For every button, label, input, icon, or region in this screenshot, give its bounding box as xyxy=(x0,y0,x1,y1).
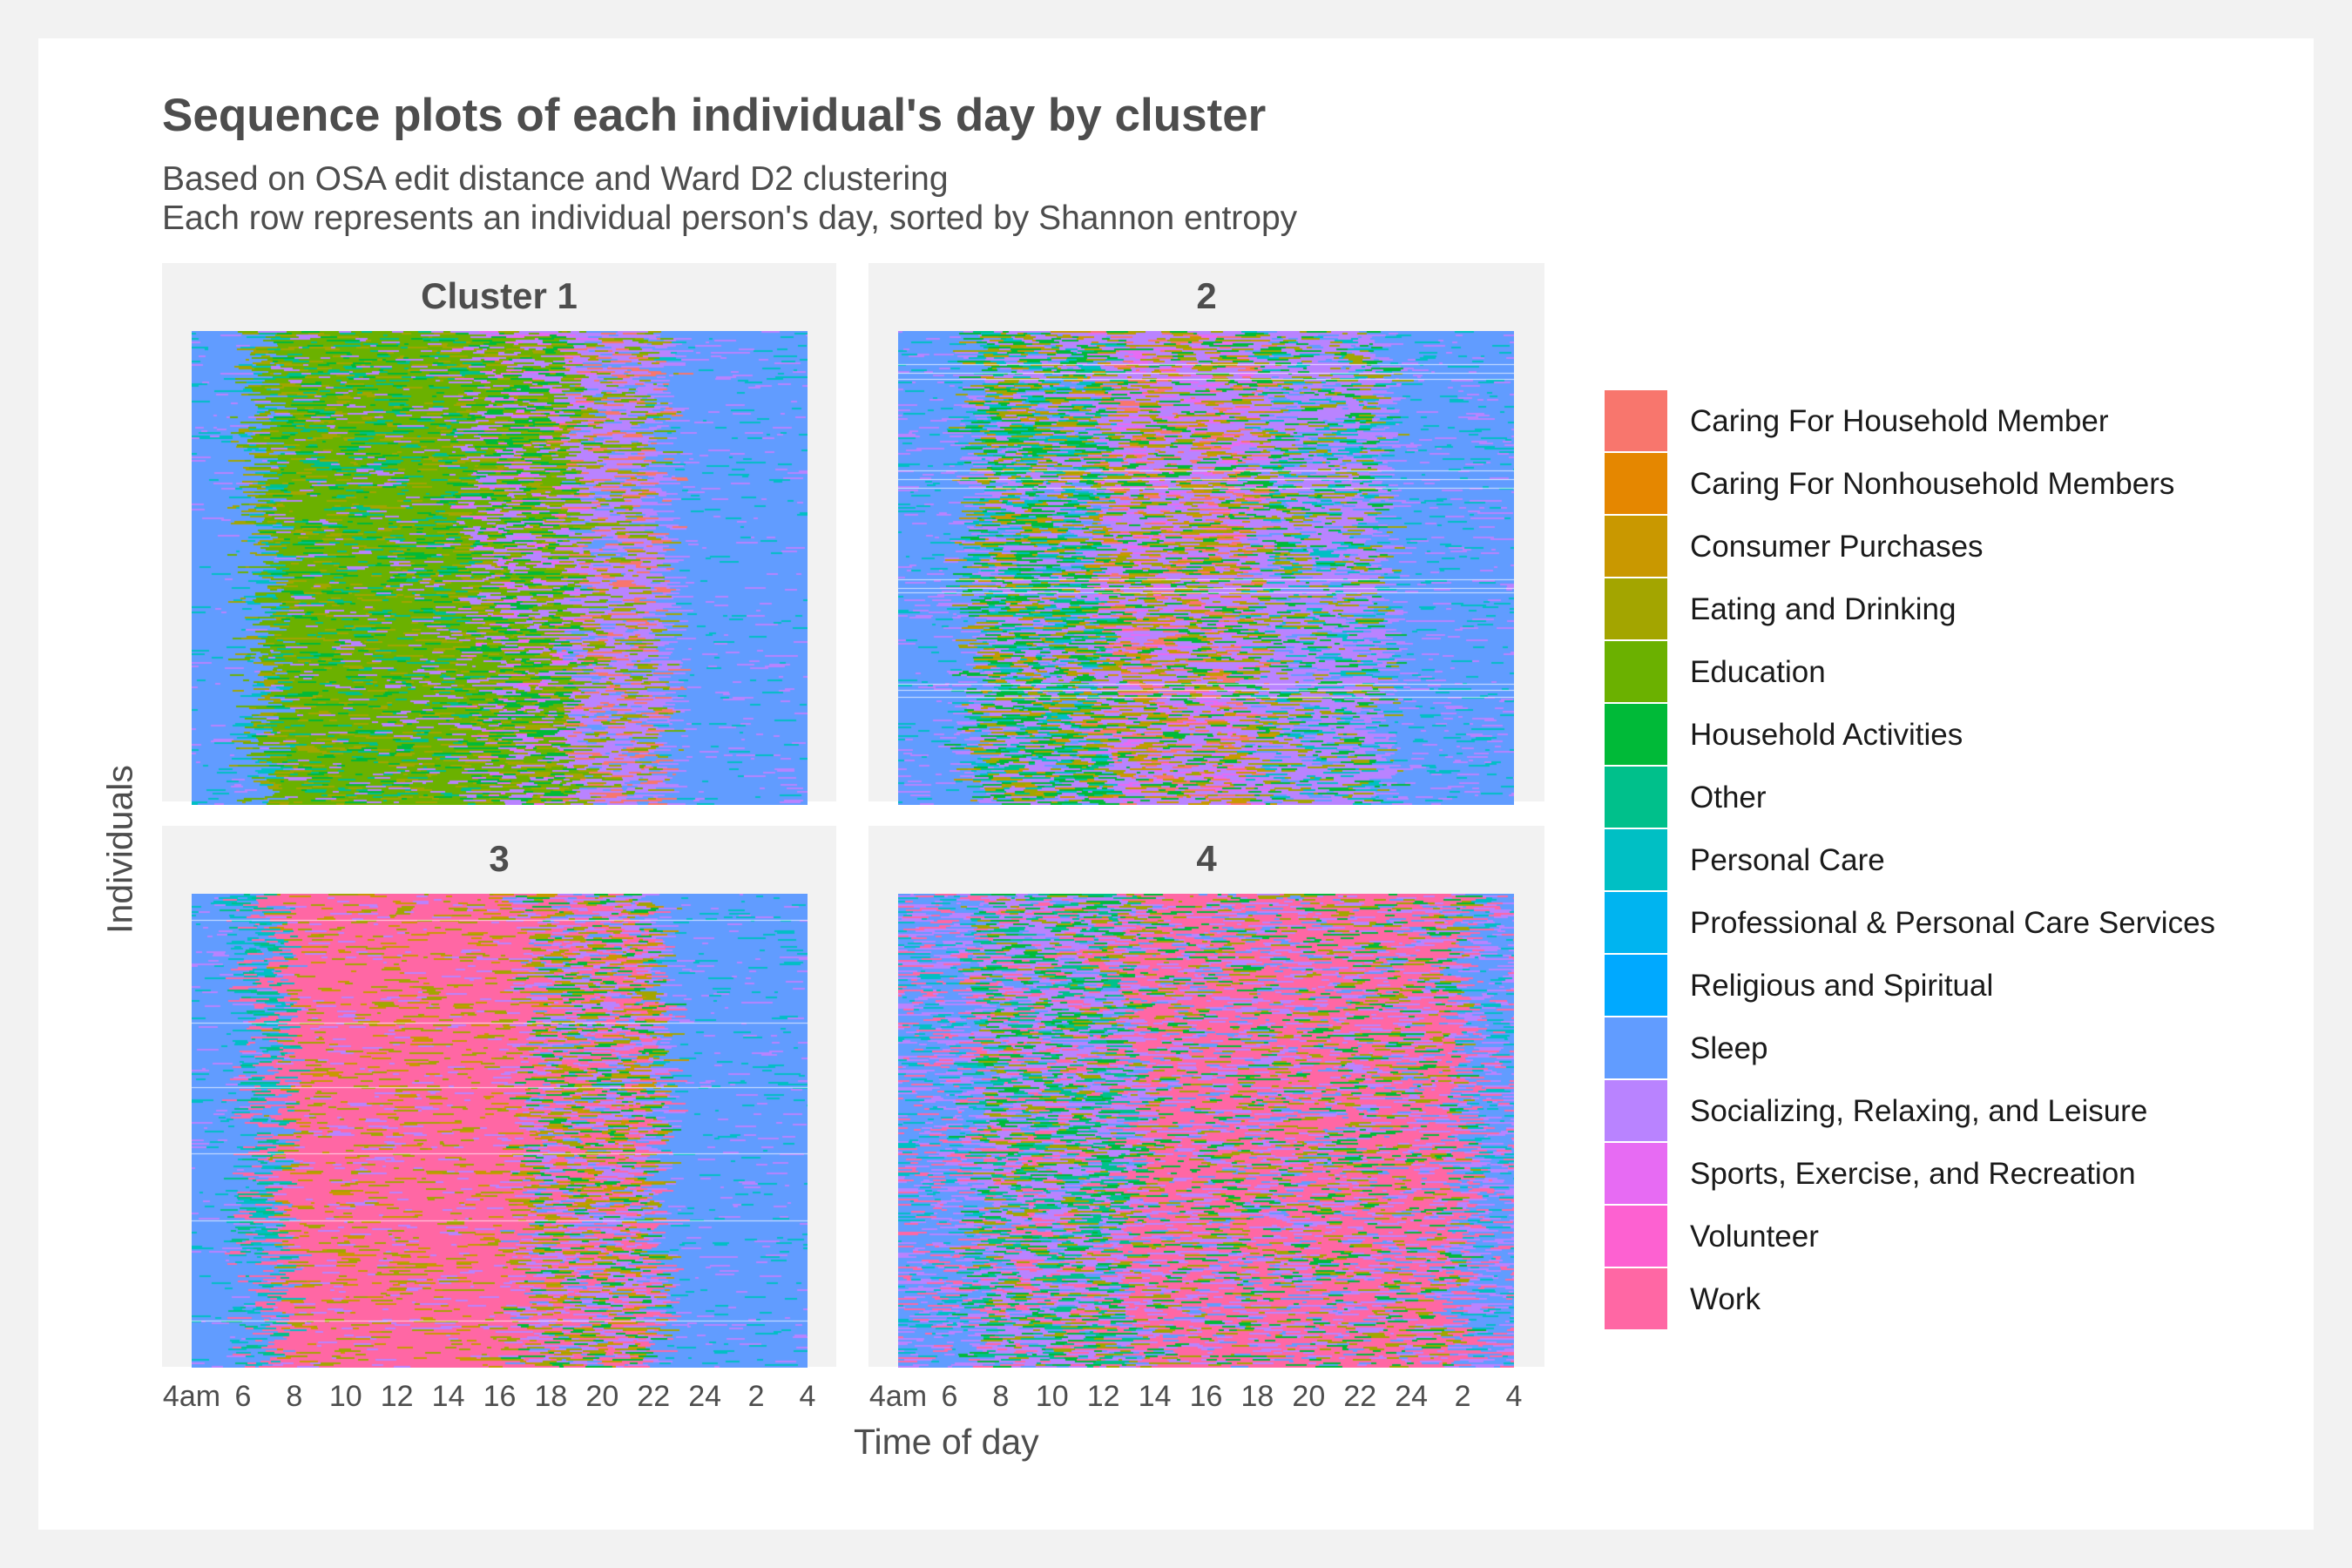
x-tick-label: 10 xyxy=(328,1380,362,1413)
legend-label: Socializing, Relaxing, and Leisure xyxy=(1690,1094,2148,1128)
x-tick-label: 12 xyxy=(380,1380,414,1413)
legend-label: Religious and Spiritual xyxy=(1690,969,1994,1003)
heatmap-cluster-2 xyxy=(898,331,1514,805)
x-tick-label: 12 xyxy=(1086,1380,1120,1413)
legend-label: Sports, Exercise, and Recreation xyxy=(1690,1157,2136,1191)
x-tick-label: 2 xyxy=(747,1380,765,1413)
legend-label: Caring For Nonhousehold Members xyxy=(1690,467,2175,501)
legend-swatch xyxy=(1605,955,1667,1017)
legend-label: Education xyxy=(1690,655,1826,689)
heatmap-cluster-4 xyxy=(898,894,1514,1368)
legend-swatch xyxy=(1605,892,1667,955)
x-tick-label: 22 xyxy=(637,1380,671,1413)
x-tick-label: 4 xyxy=(1505,1380,1523,1413)
facet-strip-label-2: 2 xyxy=(1196,275,1217,316)
legend-swatch xyxy=(1605,390,1667,453)
x-tick-label: 6 xyxy=(234,1380,252,1413)
legend-swatch xyxy=(1605,641,1667,704)
legend-swatch xyxy=(1605,516,1667,578)
legend-swatch xyxy=(1605,704,1667,767)
facet-strip-label-3: 3 xyxy=(489,838,510,879)
facet-strip-label-1: Cluster 1 xyxy=(421,275,578,316)
x-tick-label: 16 xyxy=(1189,1380,1223,1413)
x-tick-label: 24 xyxy=(1395,1380,1429,1413)
legend-swatch xyxy=(1605,578,1667,641)
legend-label: Other xyxy=(1690,781,1767,814)
x-tick-label: 4 xyxy=(799,1380,816,1413)
legend-swatch xyxy=(1605,829,1667,892)
legend-swatch xyxy=(1605,1143,1667,1206)
legend-label: Consumer Purchases xyxy=(1690,530,1984,564)
legend-label: Volunteer xyxy=(1690,1220,1819,1254)
x-tick-label: 16 xyxy=(483,1380,517,1413)
x-tick-label: 24 xyxy=(688,1380,722,1413)
x-tick-label: 20 xyxy=(1292,1380,1326,1413)
legend-swatch xyxy=(1605,1268,1667,1331)
chart-title: Sequence plots of each individual's day … xyxy=(162,90,1267,141)
legend-swatch xyxy=(1605,453,1667,516)
legend-label: Professional & Personal Care Services xyxy=(1690,906,2216,940)
legend-label: Household Activities xyxy=(1690,718,1963,752)
legend-swatch xyxy=(1605,1080,1667,1143)
x-tick-label: 4am xyxy=(868,1380,928,1413)
heatmap-cluster-3 xyxy=(192,894,808,1368)
x-tick-label: 18 xyxy=(1240,1380,1274,1413)
chart-subtitle-line-2: Each row represents an individual person… xyxy=(162,199,1298,237)
x-tick-label: 22 xyxy=(1343,1380,1377,1413)
legend-label: Work xyxy=(1690,1282,1761,1316)
legend-swatch xyxy=(1605,767,1667,829)
x-tick-label: 8 xyxy=(992,1380,1010,1413)
x-tick-label: 14 xyxy=(431,1380,465,1413)
legend-label: Eating and Drinking xyxy=(1690,592,1957,626)
legend-label: Caring For Household Member xyxy=(1690,404,2109,438)
x-tick-label: 2 xyxy=(1454,1380,1471,1413)
legend-label: Sleep xyxy=(1690,1031,1768,1065)
x-tick-label: 6 xyxy=(941,1380,958,1413)
chart-subtitle-line-1: Based on OSA edit distance and Ward D2 c… xyxy=(162,160,949,198)
x-axis-label: Time of day xyxy=(854,1422,1039,1462)
x-tick-label: 18 xyxy=(534,1380,568,1413)
x-tick-label: 20 xyxy=(585,1380,619,1413)
legend-swatch xyxy=(1605,1206,1667,1268)
x-tick-label: 14 xyxy=(1138,1380,1172,1413)
facet-strip-label-4: 4 xyxy=(1196,838,1217,879)
x-tick-label: 4am xyxy=(162,1380,221,1413)
x-tick-label: 8 xyxy=(286,1380,303,1413)
y-axis-label: Individuals xyxy=(99,765,140,934)
x-tick-label: 10 xyxy=(1035,1380,1069,1413)
legend-swatch xyxy=(1605,1017,1667,1080)
legend-label: Personal Care xyxy=(1690,843,1885,877)
heatmap-cluster-1 xyxy=(192,331,808,805)
